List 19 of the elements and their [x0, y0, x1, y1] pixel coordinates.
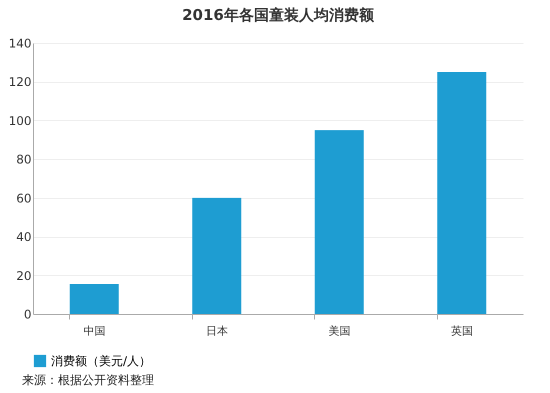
bar: [192, 198, 242, 314]
y-tick-label: 120: [8, 75, 32, 90]
bar: [437, 72, 486, 314]
legend-label: 消费额（美元/人）: [51, 354, 152, 368]
y-tick-label: 140: [8, 36, 32, 50]
bar: [314, 130, 364, 314]
x-tick-label: 日本: [206, 324, 228, 338]
y-tick-label: 80: [16, 152, 32, 167]
y-tick-label: 100: [8, 114, 32, 128]
y-tick-label: 60: [16, 191, 32, 206]
source-note: 来源：根据公开资料整理: [22, 372, 154, 389]
x-tick-label: 美国: [328, 324, 350, 338]
y-tick-label: 20: [16, 268, 32, 283]
x-tick-label: 中国: [83, 324, 106, 338]
y-tick-label: 40: [16, 230, 32, 244]
bar: [70, 284, 119, 314]
x-tick-label: 英国: [450, 324, 473, 338]
y-tick-label: 0: [24, 308, 32, 322]
chart-title: 2016年各国童装人均消费额: [182, 6, 375, 24]
